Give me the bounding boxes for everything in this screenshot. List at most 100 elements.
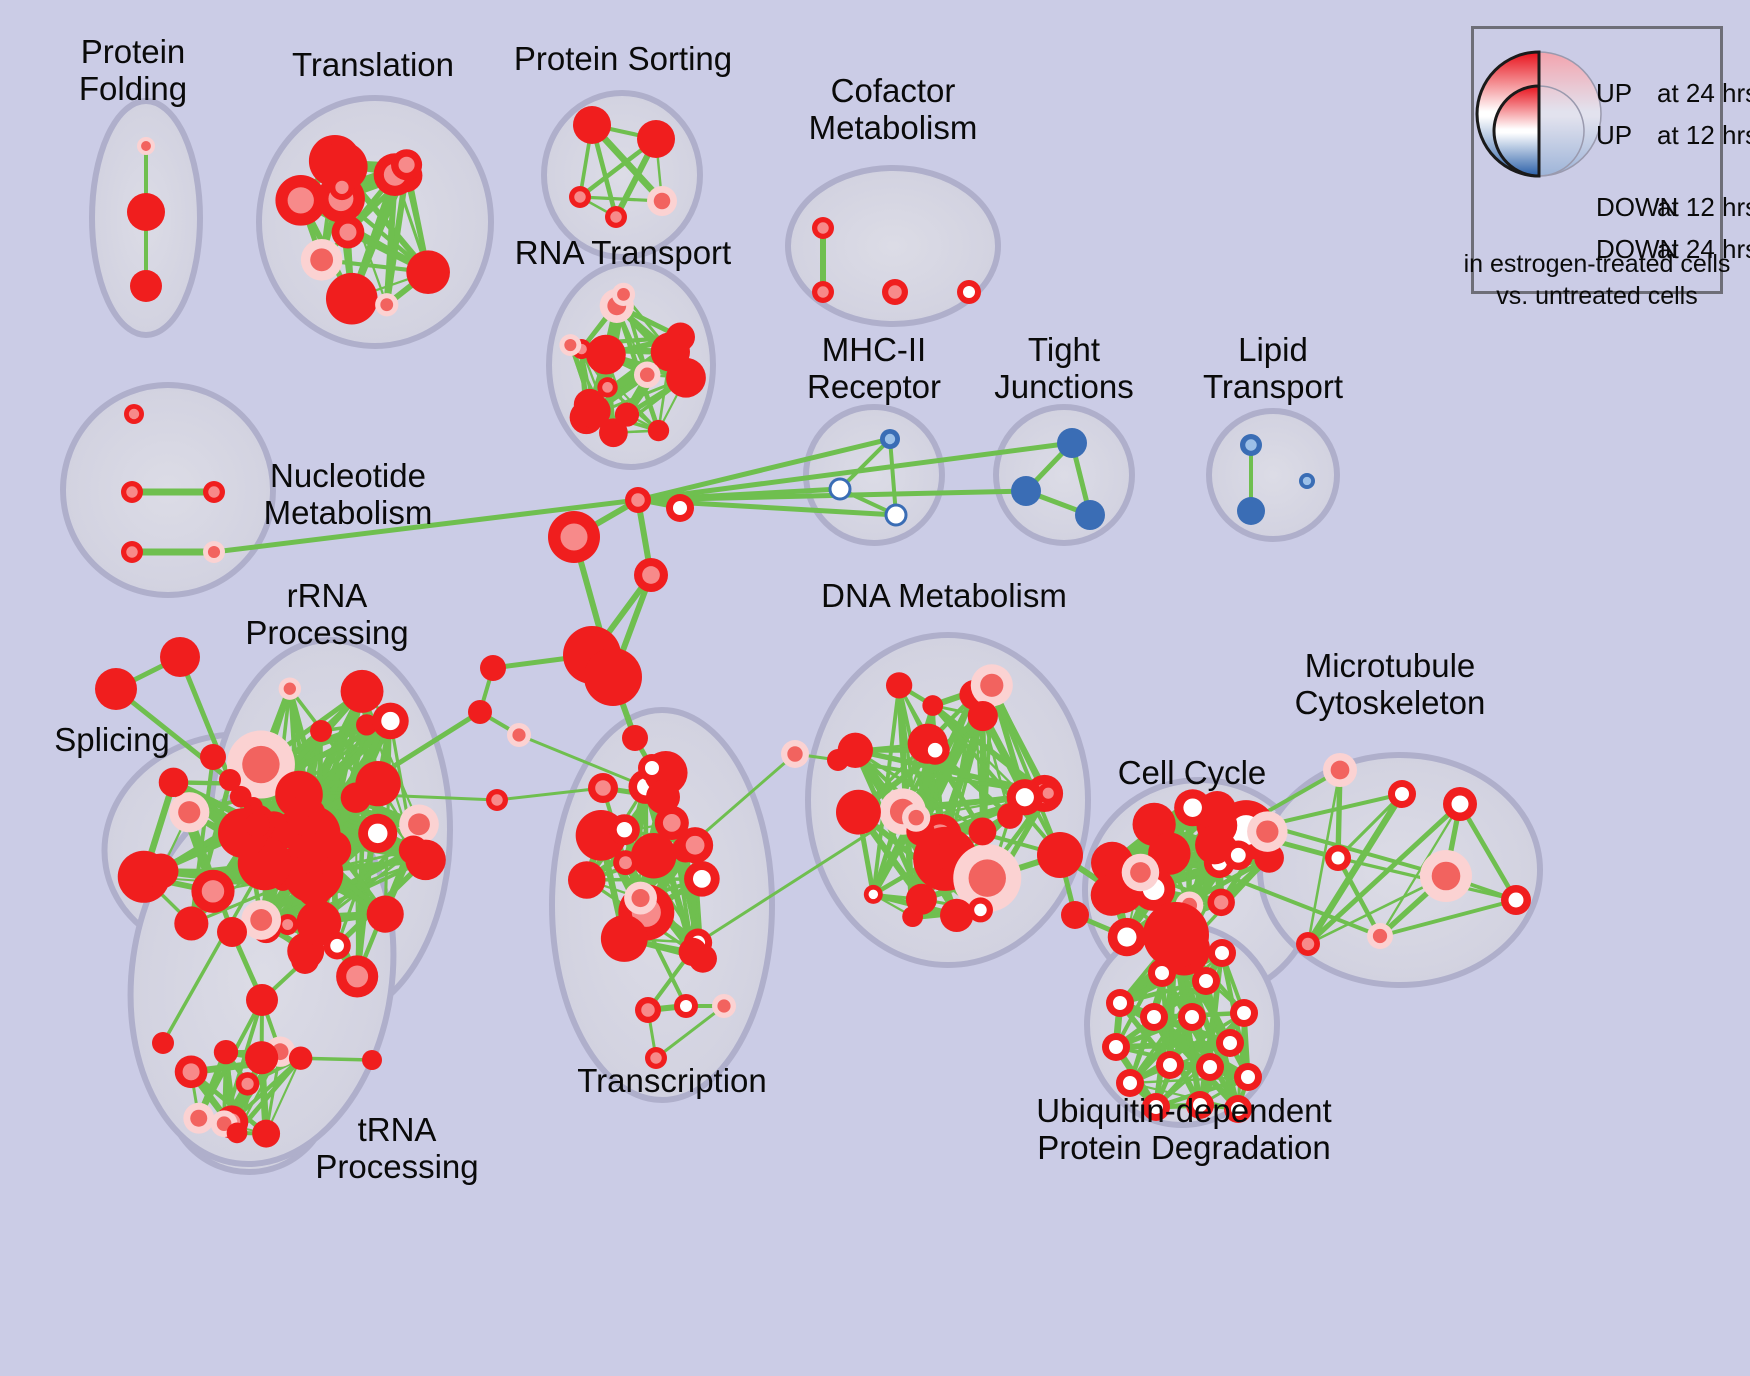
node-layer xyxy=(95,106,1531,1148)
network-node xyxy=(902,803,931,832)
network-node xyxy=(647,186,677,216)
network-node xyxy=(812,217,834,239)
network-node xyxy=(1388,780,1416,808)
network-node xyxy=(1037,782,1059,804)
network-node xyxy=(630,833,677,879)
network-node xyxy=(622,725,648,751)
network-edge xyxy=(1457,801,1519,903)
network-node xyxy=(1156,1051,1184,1079)
network-edge xyxy=(211,497,641,555)
network-node xyxy=(137,137,155,155)
network-edge xyxy=(635,436,893,503)
network-node xyxy=(584,648,642,706)
network-node xyxy=(712,994,736,1018)
network-node xyxy=(828,477,852,501)
cluster-label-translation: Translation xyxy=(291,46,455,83)
legend-time-2: at 12 hrs xyxy=(1657,192,1750,222)
cluster-label-nucleotide-metab: Nucleotide Metabolism xyxy=(263,457,433,531)
network-node xyxy=(507,723,531,747)
network-node xyxy=(399,804,439,845)
network-node xyxy=(1299,473,1315,489)
network-node xyxy=(923,844,950,871)
network-node xyxy=(275,175,327,226)
network-node xyxy=(625,487,651,513)
network-node xyxy=(1178,1003,1206,1031)
network-node xyxy=(922,695,944,716)
network-node xyxy=(624,881,657,915)
cluster-label-cofactor-metabolism: Cofactor Metabolism xyxy=(808,72,978,146)
network-node xyxy=(1142,1093,1170,1121)
network-node xyxy=(174,1055,208,1089)
network-edge xyxy=(1305,801,1463,947)
network-edge xyxy=(853,748,985,834)
network-edge xyxy=(1335,855,1383,939)
cluster-label-tight-junctions: Tight Junctions xyxy=(994,331,1134,405)
cluster-label-protein-sorting: Protein Sorting xyxy=(513,40,733,77)
cluster-label-splicing: Splicing xyxy=(54,721,170,758)
network-node xyxy=(1224,1095,1252,1123)
network-edge xyxy=(981,714,1012,818)
network-node xyxy=(213,1039,239,1065)
network-node xyxy=(288,771,316,800)
network-node xyxy=(1090,874,1133,916)
legend-time-3: at 24 hrs xyxy=(1657,234,1750,264)
network-edge xyxy=(635,440,1075,503)
legend-state-2: DOWN xyxy=(1596,192,1679,222)
network-node xyxy=(406,250,450,294)
network-node xyxy=(252,1119,281,1148)
network-node xyxy=(1107,917,1147,957)
network-node xyxy=(997,803,1023,829)
network-node xyxy=(1174,789,1212,827)
network-node xyxy=(152,1032,174,1054)
network-node xyxy=(219,769,241,791)
network-node xyxy=(336,955,379,998)
network-node xyxy=(654,805,689,840)
network-node xyxy=(608,814,640,846)
network-node xyxy=(597,377,618,398)
network-node xyxy=(203,481,225,503)
legend-state-1: UP xyxy=(1596,120,1633,150)
network-node xyxy=(217,917,247,947)
network-node xyxy=(940,898,974,933)
network-node xyxy=(121,541,143,563)
network-node xyxy=(391,149,423,181)
network-node xyxy=(638,754,666,782)
network-node xyxy=(637,120,675,158)
network-node xyxy=(1143,902,1209,968)
network-node xyxy=(244,812,270,838)
network-node xyxy=(967,897,993,923)
network-edge xyxy=(383,171,399,308)
network-node xyxy=(605,206,627,228)
network-node xyxy=(158,767,189,798)
network-node xyxy=(885,672,913,699)
network-node xyxy=(1121,853,1160,892)
legend-state-0: UP xyxy=(1596,78,1633,108)
network-node xyxy=(226,730,295,799)
network-node xyxy=(677,827,714,864)
network-node xyxy=(1140,1003,1168,1031)
network-node xyxy=(645,1047,667,1069)
network-node xyxy=(920,735,950,765)
network-node xyxy=(130,270,162,302)
cluster-label-dna-metabolism: DNA Metabolism xyxy=(821,577,1067,614)
network-node xyxy=(325,272,378,325)
network-node xyxy=(121,481,143,503)
network-node xyxy=(160,637,200,677)
network-node xyxy=(1057,428,1087,458)
network-node xyxy=(953,844,1022,913)
network-node xyxy=(611,282,636,307)
network-node xyxy=(317,141,368,192)
network-node xyxy=(548,511,600,563)
network-edge xyxy=(495,786,605,802)
network-node xyxy=(666,357,706,398)
cluster-label-cell-cycle: Cell Cycle xyxy=(1117,754,1267,791)
network-node xyxy=(599,418,628,448)
network-node xyxy=(1367,923,1393,949)
network-node xyxy=(1443,787,1477,821)
network-node xyxy=(366,895,404,933)
network-node xyxy=(905,883,937,915)
legend-caption-1: in estrogen-treated cells xyxy=(1463,250,1731,278)
network-edge xyxy=(871,683,902,897)
network-node xyxy=(277,914,299,936)
network-edge xyxy=(1304,790,1406,948)
